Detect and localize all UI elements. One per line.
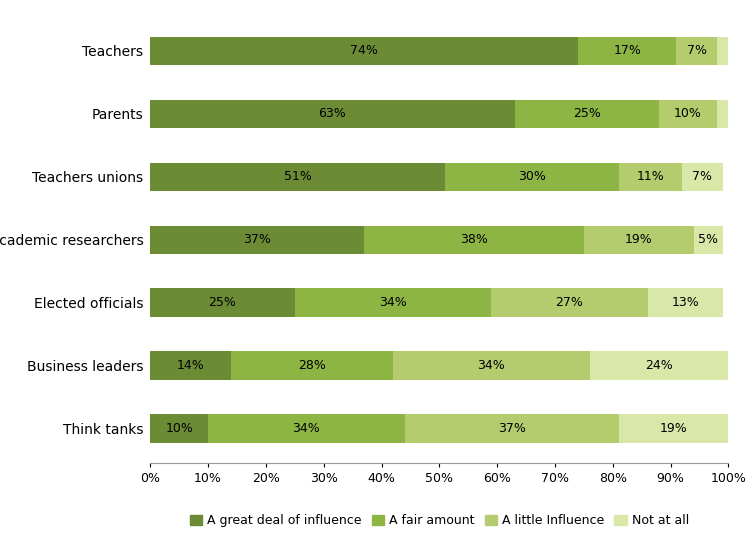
Text: 27%: 27% [556, 296, 584, 309]
Bar [590, 352, 728, 380]
Bar [717, 37, 728, 65]
Text: 37%: 37% [498, 422, 526, 435]
Bar [694, 225, 722, 254]
Bar [208, 414, 405, 442]
Legend: A great deal of influence, A fair amount, A little Influence, Not at all: A great deal of influence, A fair amount… [185, 510, 694, 532]
Text: 11%: 11% [637, 170, 665, 183]
Bar [445, 163, 619, 191]
Text: 19%: 19% [625, 233, 653, 246]
Bar [717, 100, 728, 128]
Text: 37%: 37% [243, 233, 271, 246]
Bar [150, 414, 208, 442]
Text: 7%: 7% [692, 170, 713, 183]
Bar [584, 225, 694, 254]
Text: 10%: 10% [165, 422, 193, 435]
Bar [578, 37, 677, 65]
Bar [150, 225, 364, 254]
Bar [150, 163, 445, 191]
Text: 5%: 5% [698, 233, 718, 246]
Bar [682, 163, 722, 191]
Text: 13%: 13% [671, 296, 699, 309]
Text: 28%: 28% [298, 359, 326, 372]
Text: 34%: 34% [379, 296, 407, 309]
Bar [393, 352, 590, 380]
Bar [491, 288, 647, 317]
Bar [150, 288, 295, 317]
Bar [150, 352, 231, 380]
Text: 34%: 34% [478, 359, 505, 372]
Bar [619, 414, 728, 442]
Text: 38%: 38% [460, 233, 488, 246]
Text: 51%: 51% [284, 170, 312, 183]
Bar [405, 414, 619, 442]
Text: 74%: 74% [350, 45, 378, 57]
Bar [295, 288, 491, 317]
Text: 24%: 24% [645, 359, 673, 372]
Text: 25%: 25% [573, 107, 601, 120]
Text: 34%: 34% [292, 422, 320, 435]
Text: 63%: 63% [318, 107, 346, 120]
Bar [677, 37, 717, 65]
Bar [150, 100, 514, 128]
Bar [364, 225, 584, 254]
Text: 30%: 30% [518, 170, 546, 183]
Bar [647, 288, 722, 317]
Text: 7%: 7% [686, 45, 707, 57]
Text: 14%: 14% [176, 359, 204, 372]
Bar [231, 352, 393, 380]
Bar [619, 163, 682, 191]
Text: 10%: 10% [674, 107, 702, 120]
Text: 25%: 25% [209, 296, 237, 309]
Text: 17%: 17% [614, 45, 641, 57]
Bar [659, 100, 717, 128]
Text: 19%: 19% [659, 422, 687, 435]
Bar [514, 100, 659, 128]
Bar [150, 37, 578, 65]
